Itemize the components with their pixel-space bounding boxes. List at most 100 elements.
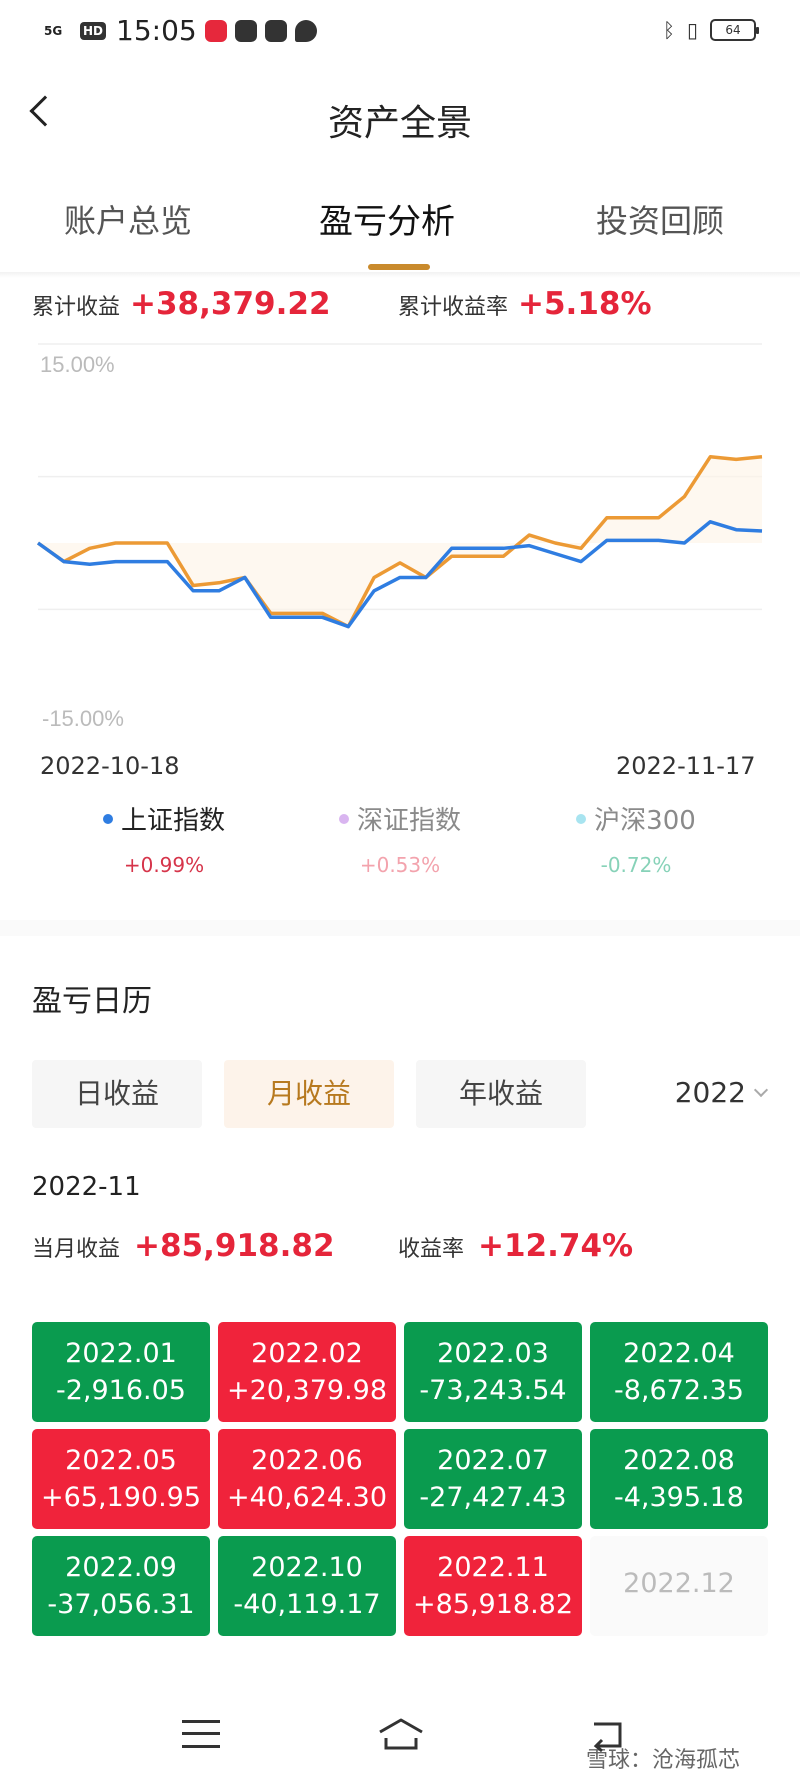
month-cell-label: 2022.09 [65, 1552, 177, 1583]
month-profit-value: +85,918.82 [134, 1228, 335, 1264]
tab-profit-analysis[interactable]: 盈亏分析 [319, 202, 455, 242]
cumulative-rate-value: +5.18% [518, 286, 652, 322]
x-axis-start-label: 2022-10-18 [40, 752, 180, 780]
home-icon[interactable] [376, 1716, 426, 1752]
month-profit: 当月收益 +85,918.82 [32, 1228, 335, 1264]
tab-investment-review[interactable]: 投资回顾 [596, 202, 725, 240]
yearly-profit-button[interactable]: 年收益 [416, 1060, 586, 1128]
return-icon[interactable] [588, 1718, 628, 1752]
chevron-down-icon [753, 1082, 769, 1097]
month-cell[interactable]: 2022.11 +85,918.82 [404, 1536, 582, 1636]
status-left: 5G HD 15:05 [44, 14, 317, 47]
month-cell-value: -2,916.05 [56, 1375, 186, 1406]
square-app-icon [264, 19, 287, 42]
month-cell-label: 2022.12 [623, 1567, 735, 1599]
month-cell[interactable]: 2022.07 -27,427.43 [404, 1429, 582, 1529]
status-time: 15:05 [116, 14, 197, 47]
legend-label: 上证指数 [120, 806, 225, 836]
legend-item-sh-index[interactable]: 上证指数 +0.99% [44, 800, 284, 877]
legend-name: 深证指数 [338, 800, 461, 837]
month-cell-label: 2022.05 [65, 1445, 177, 1476]
month-cell-label: 2022.04 [623, 1338, 735, 1369]
current-month-label: 2022-11 [32, 1172, 141, 1202]
monthly-profit-button[interactable]: 月收益 [224, 1060, 394, 1128]
vibrate-icon: ▯ [686, 18, 698, 42]
daily-profit-button[interactable]: 日收益 [32, 1060, 202, 1128]
legend-name: 上证指数 [102, 800, 225, 837]
tab-bar: 账户总览 盈亏分析 投资回顾 [0, 196, 800, 246]
cumulative-profit: 累计收益 +38,379.22 [32, 286, 331, 326]
month-cell[interactable]: 2022.03 -73,243.54 [404, 1322, 582, 1422]
month-cell-label: 2022.03 [437, 1338, 549, 1369]
section-divider [0, 920, 800, 936]
month-rate-value: +12.74% [478, 1228, 634, 1264]
month-cell[interactable]: 2022.08 -4,395.18 [590, 1429, 768, 1529]
legend-item-sz-index[interactable]: 深证指数 +0.53% [280, 800, 520, 877]
month-cell-value: +65,190.95 [40, 1482, 202, 1513]
cumulative-profit-label: 累计收益 [32, 295, 121, 320]
tab-account-overview[interactable]: 账户总览 [64, 202, 193, 240]
legend-value: +0.99% [123, 853, 205, 877]
month-cell-value: -8,672.35 [614, 1375, 744, 1406]
chat-bubble-icon [294, 19, 317, 42]
system-nav-bar [0, 1700, 800, 1770]
menu-icon[interactable] [182, 1720, 220, 1748]
legend-item-hs300[interactable]: 沪深300 -0.72% [516, 800, 756, 877]
month-cell[interactable]: 2022.02 +20,379.98 [218, 1322, 396, 1422]
year-select[interactable]: 2022 [674, 1076, 769, 1109]
month-profit-label: 当月收益 [32, 1237, 121, 1262]
month-cell-label: 2022.02 [251, 1338, 363, 1369]
watermark: 雪球：沧海孤芯 [586, 1748, 741, 1773]
year-value: 2022 [674, 1076, 746, 1109]
month-cell-value: -37,056.31 [47, 1589, 195, 1620]
page-title: 资产全景 [327, 103, 472, 144]
tab-divider [0, 272, 800, 278]
status-bar: 5G HD 15:05 ᛒ ▯ 64 [0, 0, 800, 60]
status-right: ᛒ ▯ 64 [662, 18, 759, 42]
legend-label: 深证指数 [356, 806, 461, 836]
cumulative-rate: 累计收益率 +5.18% [398, 286, 652, 326]
cumulative-rate-label: 累计收益率 [398, 295, 509, 320]
series-line-portfolio [36, 455, 763, 629]
month-cell-value: -73,243.54 [419, 1375, 567, 1406]
chart-svg: 15.00% -15.00% [36, 343, 763, 731]
legend-label: 沪深300 [594, 806, 696, 836]
legend-name: 沪深300 [576, 800, 696, 837]
month-rate: 收益率 +12.74% [398, 1228, 633, 1264]
legend-dot-icon [576, 813, 587, 824]
legend-dot-icon [102, 813, 113, 824]
month-cell-value: -40,119.17 [233, 1589, 381, 1620]
shopping-app-icon [204, 19, 227, 42]
month-cell[interactable]: 2022.10 -40,119.17 [218, 1536, 396, 1636]
month-grid: 2022.01 -2,916.05 2022.02 +20,379.98 2022.… [32, 1322, 768, 1636]
month-cell-label: 2022.01 [65, 1338, 177, 1369]
month-cell-value: +85,918.82 [412, 1589, 574, 1620]
month-cell-label: 2022.06 [251, 1445, 363, 1476]
bluetooth-icon: ᛒ [662, 18, 675, 42]
legend-dot-icon [338, 813, 349, 824]
active-tab-indicator [368, 264, 430, 270]
month-cell[interactable]: 2022.09 -37,056.31 [32, 1536, 210, 1636]
month-cell-label: 2022.10 [251, 1552, 363, 1583]
profit-chart[interactable]: 15.00% -15.00% [0, 340, 800, 800]
month-cell[interactable]: 2022.01 -2,916.05 [32, 1322, 210, 1422]
month-cell-label: 2022.11 [437, 1552, 549, 1583]
month-cell-label: 2022.07 [437, 1445, 549, 1476]
bag-app-icon [234, 19, 257, 42]
cumulative-profit-value: +38,379.22 [130, 286, 331, 322]
month-cell[interactable]: 2022.04 -8,672.35 [590, 1322, 768, 1422]
legend-value: -0.72% [600, 853, 672, 877]
hd-badge: HD [80, 21, 107, 40]
month-cell-value: -27,427.43 [419, 1482, 567, 1513]
profit-calendar-title: 盈亏日历 [32, 984, 152, 1019]
y-axis-bottom-label: -15.00% [42, 706, 124, 731]
x-axis-end-label: 2022-11-17 [616, 752, 756, 780]
month-cell[interactable]: 2022.06 +40,624.30 [218, 1429, 396, 1529]
month-cell[interactable]: 2022.05 +65,190.95 [32, 1429, 210, 1529]
legend-value: +0.53% [359, 853, 441, 877]
month-cell-value: +40,624.30 [226, 1482, 388, 1513]
network-indicator: 5G [44, 23, 63, 38]
series-line-sh-index [36, 520, 763, 629]
month-cell-value: -4,395.18 [614, 1482, 744, 1513]
month-rate-label: 收益率 [398, 1237, 465, 1262]
